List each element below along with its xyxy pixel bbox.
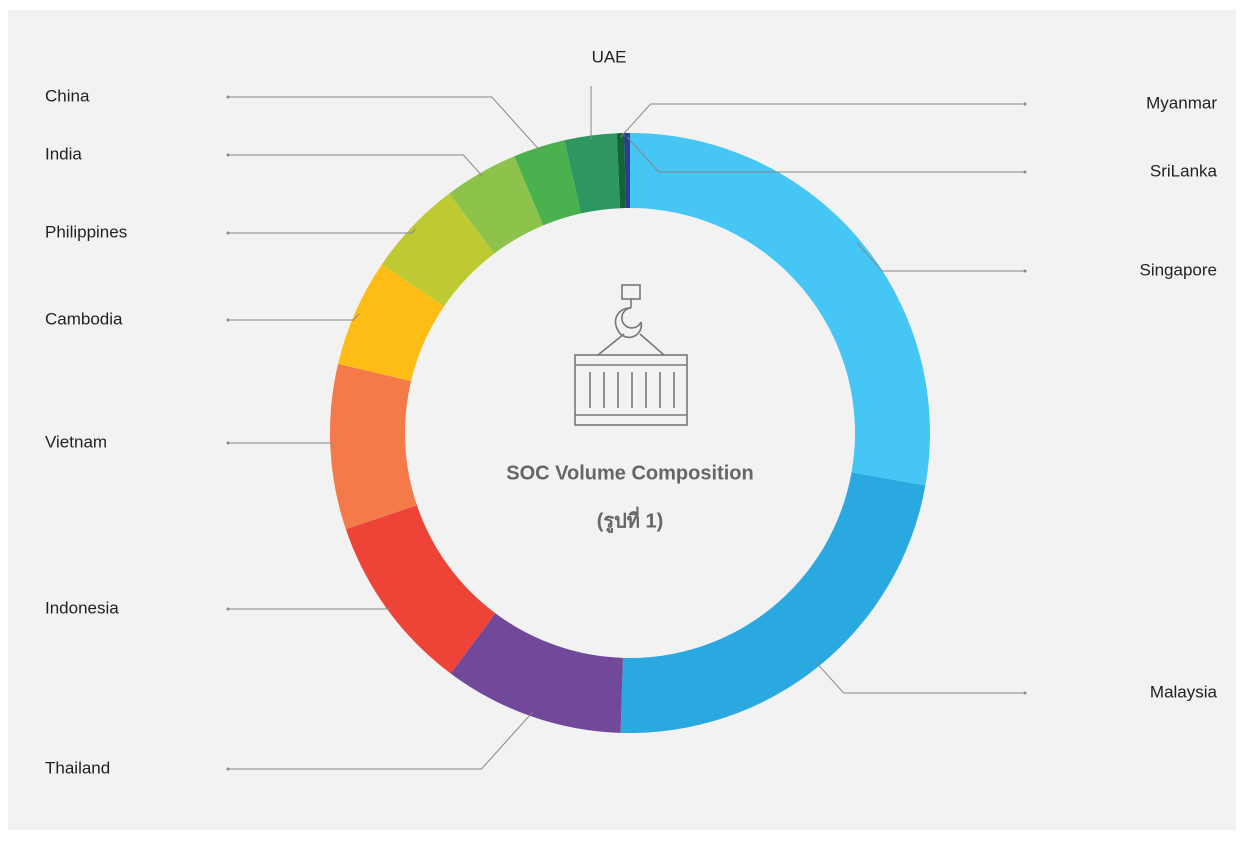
donut-segment — [338, 264, 444, 382]
segment-label: Myanmar — [1146, 93, 1217, 112]
leader-line — [816, 662, 1025, 694]
segment-label: Malaysia — [1150, 682, 1218, 701]
donut-segment — [449, 156, 544, 254]
segment-label: Philippines — [45, 222, 127, 241]
donut-segment — [616, 133, 626, 209]
chart-title: SOC Volume Composition — [506, 462, 753, 484]
leader-line — [228, 96, 541, 152]
donut-segment — [329, 363, 417, 530]
leader-line — [856, 242, 1025, 272]
donut-segment — [620, 472, 926, 733]
chart-subtitle: (รูปที่ 1) — [597, 505, 664, 534]
segment-label: Cambodia — [45, 309, 123, 328]
donut-segment — [381, 193, 495, 307]
segment-label: Singapore — [1139, 260, 1217, 279]
donut-segment — [564, 133, 621, 214]
segment-label: Thailand — [45, 758, 110, 777]
donut-segment — [450, 613, 623, 733]
segment-label: China — [45, 86, 90, 105]
leader-line — [228, 712, 533, 770]
leader-line — [228, 228, 416, 234]
donut-segment — [630, 133, 931, 486]
segment-label: SriLanka — [1150, 161, 1218, 180]
leader-line — [626, 136, 1025, 173]
donut-segment — [514, 140, 581, 226]
container-icon — [574, 284, 688, 426]
segment-label: India — [45, 144, 82, 163]
leader-line — [620, 103, 1025, 138]
leader-line — [228, 313, 360, 321]
donut-segment — [624, 133, 630, 209]
leader-line — [228, 154, 483, 177]
leader-line — [228, 442, 335, 448]
segment-label: Indonesia — [45, 598, 119, 617]
segment-label: UAE — [592, 47, 627, 66]
donut-segment — [345, 505, 496, 674]
segment-label: Vietnam — [45, 432, 107, 451]
leader-line — [228, 606, 391, 610]
